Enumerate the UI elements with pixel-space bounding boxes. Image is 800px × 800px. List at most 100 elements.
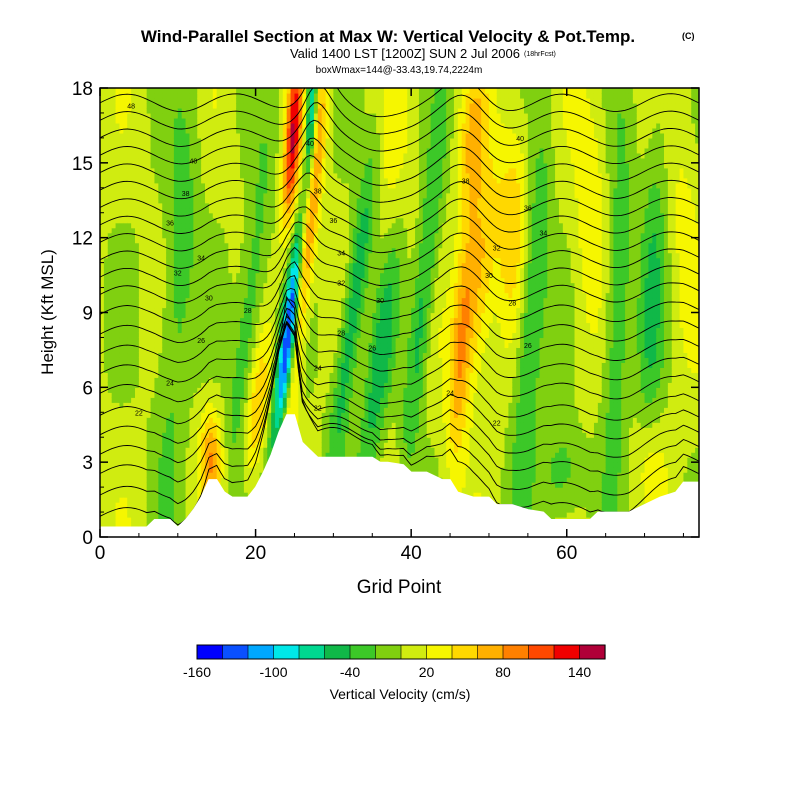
velocity-cell [236,98,240,104]
velocity-cell [119,397,123,403]
velocity-cell [224,88,228,94]
velocity-cell [112,437,116,443]
velocity-cell [104,313,108,319]
velocity-cell [228,238,232,244]
velocity-cell [193,188,197,194]
velocity-cell [139,313,143,319]
velocity-cell [248,118,252,124]
velocity-cell [116,457,120,463]
velocity-cell [186,288,190,294]
velocity-cell [248,273,252,279]
velocity-cell [135,327,139,333]
velocity-cell [135,313,139,319]
velocity-cell [112,317,116,323]
velocity-cell [217,447,221,453]
velocity-cell [112,387,116,393]
velocity-cell [244,188,248,194]
velocity-cell [123,427,127,433]
velocity-cell [135,387,139,393]
velocity-cell [197,93,201,99]
velocity-cell [310,332,314,338]
velocity-cell [154,417,158,423]
velocity-cell [193,273,197,279]
velocity-cell [209,352,213,358]
plot-area: 4840383634323028262422403836343228262422… [100,67,700,538]
velocity-cell [166,407,170,413]
velocity-cell [154,377,158,383]
velocity-cell [170,482,174,488]
velocity-cell [306,268,310,274]
velocity-cell [283,188,287,194]
velocity-cell [224,472,228,478]
velocity-cell [162,427,166,433]
velocity-cell [236,88,240,94]
velocity-cell [119,303,123,309]
velocity-cell [291,278,295,284]
velocity-cell [259,198,263,204]
velocity-cell [162,233,166,239]
velocity-cell [197,248,201,254]
velocity-cell [221,422,225,428]
velocity-cell [232,158,236,164]
velocity-cell [248,188,252,194]
velocity-cell [147,397,151,403]
velocity-cell [186,402,190,408]
velocity-cell [154,283,158,289]
velocity-cell [158,407,162,413]
velocity-cell [213,273,217,279]
velocity-cell [143,188,147,194]
velocity-cell [306,392,310,398]
velocity-cell [224,113,228,119]
velocity-cell [135,173,139,179]
velocity-cell [158,248,162,254]
velocity-cell [186,238,190,244]
velocity-cell [275,98,279,104]
velocity-cell [259,273,263,279]
velocity-cell [127,88,131,94]
velocity-cell [302,163,306,169]
velocity-cell [116,397,120,403]
velocity-cell [256,298,260,304]
velocity-cell [275,168,279,174]
velocity-cell [178,133,182,139]
velocity-cell [248,138,252,144]
velocity-cell [205,198,209,204]
velocity-cell [182,223,186,229]
velocity-cell [143,278,147,284]
velocity-cell [108,472,112,478]
velocity-cell [248,293,252,299]
velocity-cell [193,113,197,119]
velocity-cell [189,447,193,453]
velocity-cell [135,447,139,453]
velocity-cell [197,467,201,473]
velocity-cell [244,387,248,393]
velocity-cell [147,492,151,498]
velocity-cell [240,208,244,214]
velocity-cell [267,322,271,328]
velocity-cell [224,313,228,319]
velocity-cell [228,327,232,333]
velocity-cell [151,198,155,204]
velocity-cell [108,138,112,144]
velocity-cell [232,258,236,264]
velocity-cell [119,238,123,244]
velocity-cell [279,163,283,169]
velocity-cell [158,402,162,408]
velocity-cell [131,497,135,503]
velocity-cell [131,223,135,229]
velocity-cell [201,268,205,274]
velocity-cell [275,223,279,229]
velocity-cell [263,268,267,274]
velocity-cell [154,342,158,348]
velocity-cell [158,422,162,428]
velocity-cell [224,397,228,403]
velocity-cell [119,337,123,343]
velocity-cell [224,322,228,328]
velocity-cell [252,188,256,194]
velocity-cell [108,462,112,468]
velocity-cell [174,487,178,493]
velocity-cell [151,317,155,323]
velocity-cell [151,457,155,463]
velocity-cell [112,517,116,523]
velocity-cell [174,392,178,398]
